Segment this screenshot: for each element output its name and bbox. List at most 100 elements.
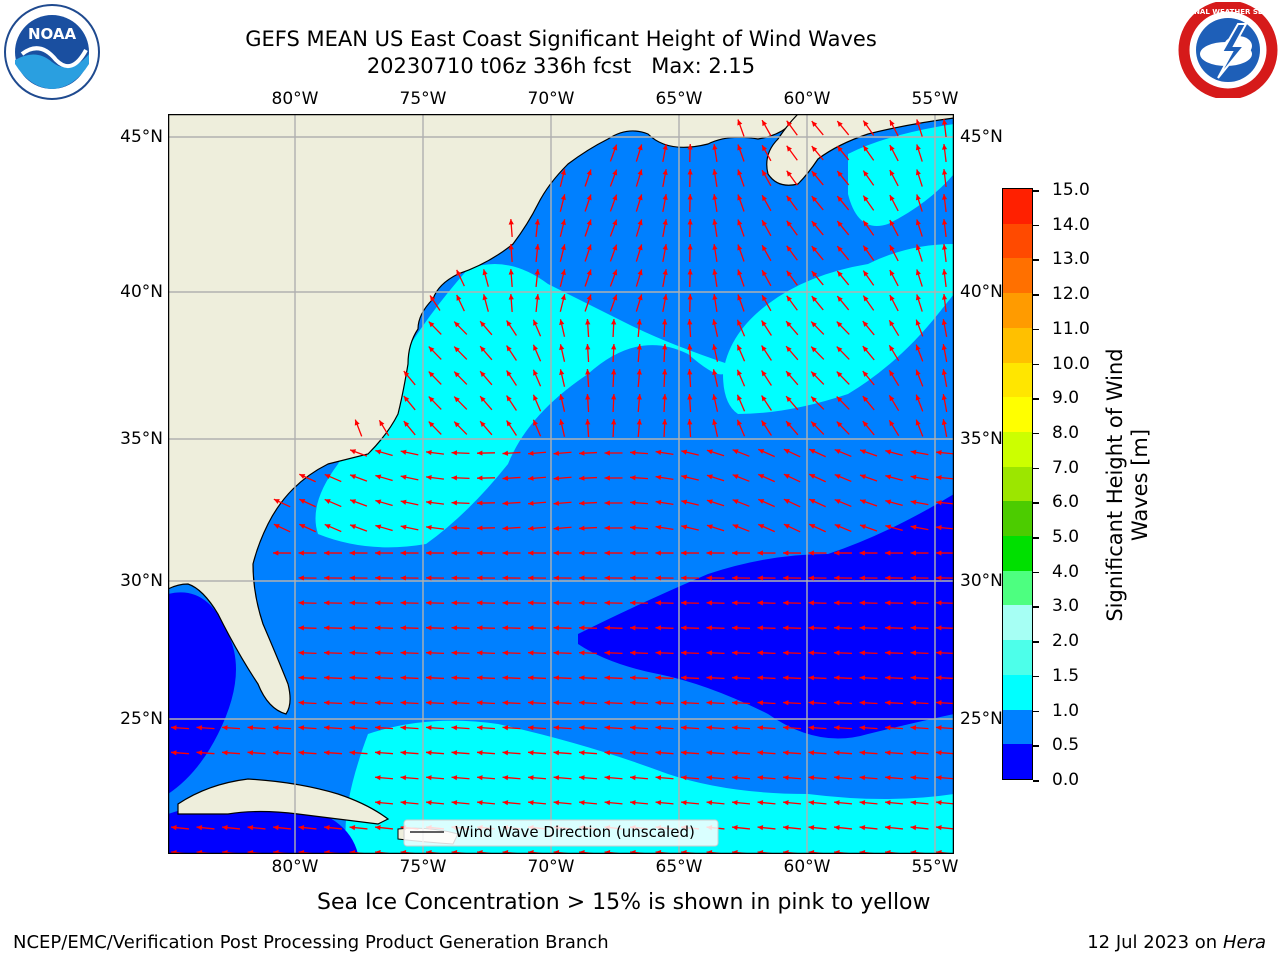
wave-direction-arrow [323,650,343,656]
wave-direction-arrow [323,700,343,706]
wave-direction-arrow [757,675,776,681]
wave-direction-arrow [655,650,674,656]
wave-direction-arrow [400,474,419,481]
wave-direction-arrow [604,625,623,631]
wave-band-central [723,244,954,414]
wave-direction-arrow [884,800,904,806]
wave-direction-arrow [604,750,623,756]
wave-direction-arrow [910,825,929,831]
wave-direction-arrow [859,825,878,831]
wave-direction-arrow [859,725,878,731]
chart-subtitle: 20230710 t06z 336h fcst Max: 2.15 [366,54,756,78]
wave-direction-arrow [884,675,904,681]
wave-direction-arrow [604,500,623,506]
wave-direction-arrow [761,269,772,287]
wave-direction-arrow [425,750,445,756]
wave-direction-arrow [400,524,419,531]
wave-direction-arrow [935,500,954,506]
wave-direction-arrow [585,418,591,438]
colorbar-title: Significant Height of Wind Waves [m] [1102,348,1152,622]
wave-direction-arrow [862,320,875,336]
wave-direction-arrow [786,270,798,286]
wave-direction-arrow [681,474,699,481]
wave-direction-arrow [527,450,547,456]
wave-direction-arrow [527,775,547,781]
wave-direction-arrow [757,575,776,581]
wave-direction-arrow [374,675,394,681]
wave-direction-arrow [578,450,598,456]
wave-direction-arrow [941,168,948,188]
wave-direction-arrow [706,750,725,756]
wave-direction-arrow [476,575,496,581]
colorbar-band [1003,258,1032,294]
colorbar-tick-mark [1033,537,1039,539]
wave-direction-arrow [662,418,668,438]
wave-direction-arrow [532,369,542,387]
wave-direction-arrow [636,418,642,438]
wave-direction-arrow [782,600,802,606]
wave-direction-arrow [655,775,674,781]
wave-direction-arrow [941,319,948,337]
wave-direction-arrow [941,218,948,238]
wave-direction-arrow [604,450,623,456]
wave-direction-arrow [859,650,878,656]
wave-direction-arrow [757,725,776,731]
wave-direction-arrow [885,499,903,506]
wave-direction-arrow [221,750,241,756]
wave-direction-arrow [425,625,445,631]
wave-direction-arrow [400,700,419,706]
wave-direction-arrow [782,775,802,781]
wave-direction-arrow [910,550,929,556]
wave-direction-arrow [425,600,445,606]
wave-direction-arrow [811,220,824,236]
wave-direction-arrow [935,575,954,581]
wave-direction-arrow [757,775,776,781]
wave-direction-arrow [809,523,826,533]
wave-direction-arrow [196,750,215,756]
colorbar-band [1003,605,1032,641]
wave-direction-arrow [502,525,521,531]
wave-direction-arrow [687,268,693,288]
wave-direction-arrow [349,725,368,731]
wave-direction-arrow [349,675,368,681]
wave-direction-arrow [782,750,802,756]
wave-direction-arrow [836,321,850,335]
wave-direction-arrow [578,475,598,481]
wave-direction-arrow [681,449,699,456]
wave-direction-arrow [889,119,899,137]
wave-direction-arrow [687,368,693,388]
wave-direction-arrow [782,550,802,556]
wave-direction-arrow [196,725,215,731]
wave-direction-arrow [862,245,875,261]
wave-direction-arrow [584,294,592,312]
wave-direction-arrow [553,525,572,531]
wave-direction-arrow [629,650,649,656]
wave-direction-arrow [859,700,878,706]
wave-direction-arrow [374,800,394,806]
wave-direction-arrow [527,800,547,806]
wave-direction-arrow [349,825,368,831]
wave-direction-arrow [298,575,317,581]
wave-direction-arrow [323,625,343,631]
wave-direction-arrow [736,319,746,337]
wave-direction-arrow [833,800,853,806]
wave-direction-arrow [888,344,900,362]
wave-direction-arrow [706,775,725,781]
wave-direction-arrow [502,700,521,706]
wave-direction-arrow [782,700,802,706]
wave-direction-arrow [731,800,751,806]
nws-logo-icon: NATIONAL WEATHER SERVICE [1170,0,1280,100]
wave-direction-arrow [629,450,649,456]
wave-direction-arrow [731,700,751,706]
wave-direction-arrow [810,371,825,385]
wave-direction-arrow [808,775,827,781]
wave-direction-arrow [553,625,572,631]
wave-direction-arrow [706,474,725,482]
wave-direction-arrow [941,193,948,213]
wave-direction-arrow [324,523,342,533]
wave-direction-arrow [629,500,649,506]
wave-direction-arrow [915,344,924,362]
wave-direction-arrow [349,499,368,507]
wave-direction-arrow [508,293,514,313]
wave-direction-arrow [885,524,903,531]
